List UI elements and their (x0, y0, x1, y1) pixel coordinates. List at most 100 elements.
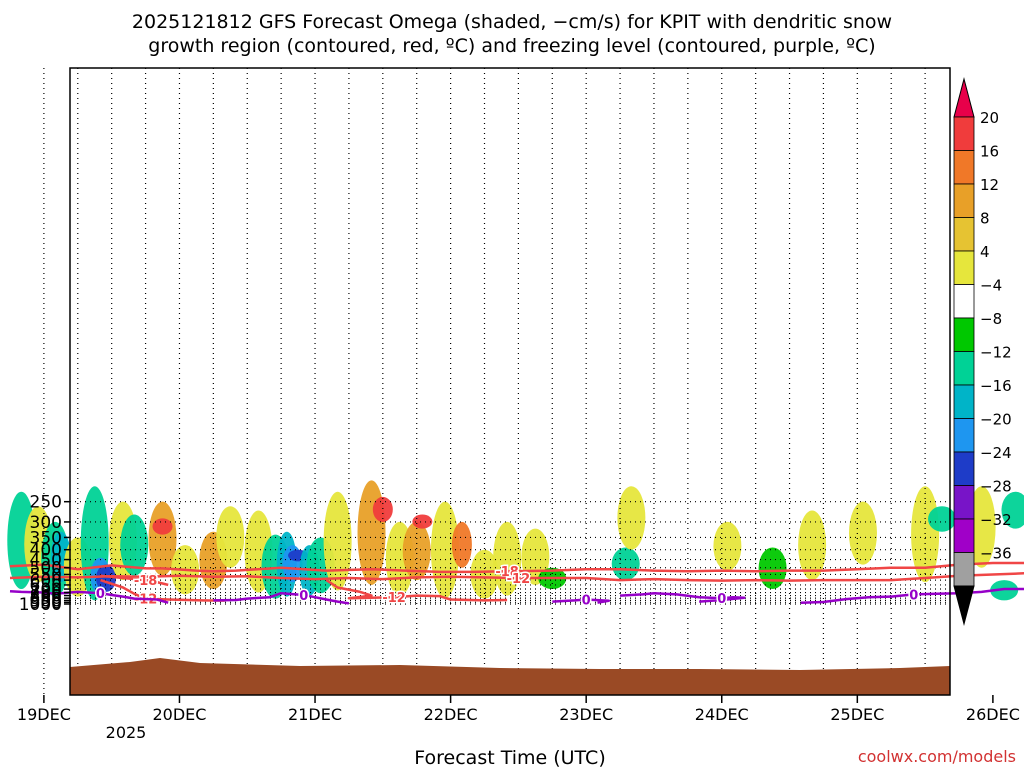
x-tick-label-0: 19DEC (17, 705, 71, 724)
omega-cell-44 (1001, 491, 1024, 529)
omega-cell-7 (96, 564, 117, 592)
omega-cell-39 (848, 501, 877, 565)
contour-label--18b: -18 (134, 574, 158, 589)
y-tick-label-9: 700 (30, 580, 62, 600)
omega-cell-38 (798, 510, 827, 581)
colorbar-label-3: 8 (980, 210, 990, 228)
omega-cell-42 (967, 486, 996, 568)
contour-line-0e (800, 587, 1024, 604)
omega-cell-43 (990, 580, 1019, 601)
omega-cell-10 (148, 501, 177, 576)
colorbar-label-10: −24 (980, 444, 1012, 462)
contours: -18-12-18-12 -120 0 0 0 0 (9, 561, 1024, 610)
contour-line-0a (9, 589, 169, 604)
surface-terrain (70, 658, 950, 695)
omega-cell-30 (470, 549, 499, 599)
colorbar-swatch-10 (953, 418, 975, 453)
y-tick-label-6: 550 (30, 565, 62, 585)
colorbar-label-8: −16 (980, 377, 1012, 395)
omega-cell-27 (412, 514, 433, 529)
x-tick-label-4: 23DEC (559, 705, 613, 724)
omega-cell-22 (323, 491, 352, 591)
omega-cell-9 (120, 514, 149, 576)
colorbar-label-2: 12 (980, 176, 999, 194)
surface-fill (70, 658, 950, 695)
omega-shading (7, 480, 1024, 601)
colorbar-swatch-11 (953, 451, 975, 486)
y-tick-label-15: 1000 (19, 595, 62, 615)
y-tick-label-7: 600 (30, 571, 62, 591)
colorbar-legend: 20 16 12 8 4 −4 −8 −12 −16 −20 −24 −28 −32 −36 (953, 77, 1012, 626)
x-tick-label-1: 20DEC (152, 705, 206, 724)
colorbar-label-12: −32 (980, 511, 1012, 529)
chart-title-line2: growth region (contoured, red, ºC) and f… (148, 35, 875, 57)
omega-cell-26 (402, 521, 431, 581)
contour-label-0d: 0 (717, 592, 726, 607)
colorbar-bottom-arrow (953, 585, 975, 626)
contour-label--12: -12 (507, 572, 531, 587)
y-tick-label-8: 650 (30, 576, 62, 596)
y-tick-label-1: 300 (30, 513, 62, 533)
colorbar-swatch-6 (953, 284, 975, 319)
y-tick-label-14: 950 (30, 593, 62, 613)
colorbar-label-11: −28 (980, 478, 1012, 496)
x-tick-label-7: 26DEC (966, 705, 1020, 724)
colorbar-swatch-8 (953, 351, 975, 386)
omega-cell-36 (713, 521, 742, 571)
x-tick-label-5: 24DEC (695, 705, 749, 724)
contour-label-0b: 0 (299, 589, 308, 604)
contour-label-0e: 0 (909, 588, 918, 603)
contour-line-0c (552, 598, 611, 604)
y-tick-label-2: 350 (30, 528, 62, 548)
colorbar-swatch-1 (953, 116, 975, 151)
colorbar-label-6: −8 (980, 310, 1002, 328)
x-tick-label-2: 21DEC (288, 705, 342, 724)
contour-label-0a: 0 (96, 587, 105, 602)
watermark: coolwx.com/models (858, 747, 1016, 766)
x-axis-label: Forecast Time (UTC) (414, 747, 605, 768)
omega-cell-35 (617, 486, 646, 550)
gridlines (43, 68, 950, 695)
omega-cell-37 (758, 547, 787, 590)
contour-label-0c: 0 (582, 594, 591, 609)
colorbar-label-13: −36 (980, 545, 1012, 563)
x-axis-year-label: 2025 (106, 723, 147, 742)
colorbar-swatch-9 (953, 384, 975, 419)
omega-cell-11 (152, 518, 173, 535)
colorbar-label-7: −12 (980, 344, 1012, 362)
colorbar-swatch-5 (953, 250, 975, 285)
colorbar-swatch-7 (953, 317, 975, 352)
y-tick-label-0: 250 (30, 493, 62, 513)
chart-title-line1: 2025121812 GFS Forecast Omega (shaded, −… (132, 11, 892, 33)
x-tick-label-3: 22DEC (424, 705, 478, 724)
y-tick-label-12: 850 (30, 589, 62, 609)
y-tick-label-13: 900 (30, 591, 62, 611)
colorbar-label-9: −20 (980, 411, 1012, 429)
plot-frame (69, 67, 951, 696)
colorbar-swatch-13 (953, 518, 975, 553)
colorbar-swatch-14 (953, 552, 975, 587)
omega-cell-24 (372, 496, 393, 522)
colorbar-top-arrow (953, 77, 975, 118)
contour-label--12c: -12 (382, 591, 406, 606)
contour-line--12c (325, 579, 508, 602)
y-tick-label-11: 800 (30, 587, 62, 607)
y-tick-label-10: 750 (30, 584, 62, 604)
colorbar-swatch-3 (953, 183, 975, 218)
colorbar-label-4: 4 (980, 243, 990, 261)
colorbar-label-1: 16 (980, 143, 999, 161)
x-tick-label-6: 25DEC (830, 705, 884, 724)
y-tick-label-3: 400 (30, 541, 62, 561)
omega-cell-29 (451, 521, 472, 568)
x-axis: 19DEC 20DEC 21DEC 22DEC 23DEC 24DEC 25DEC 26DEC (17, 695, 1020, 724)
omega-cell-28 (430, 501, 459, 599)
y-tick-label-4: 450 (30, 551, 62, 571)
colorbar-label-5: −4 (980, 277, 1002, 295)
colorbar-swatch-2 (953, 150, 975, 185)
colorbar-swatch-12 (953, 485, 975, 520)
omega-cell-41 (928, 506, 957, 532)
plot-area: -18-12-18-12 -120 0 0 0 0 (7, 67, 1024, 696)
contour-line-0d (620, 591, 746, 603)
y-axis: 2503003504004505005506006507007508008509… (19, 493, 70, 615)
